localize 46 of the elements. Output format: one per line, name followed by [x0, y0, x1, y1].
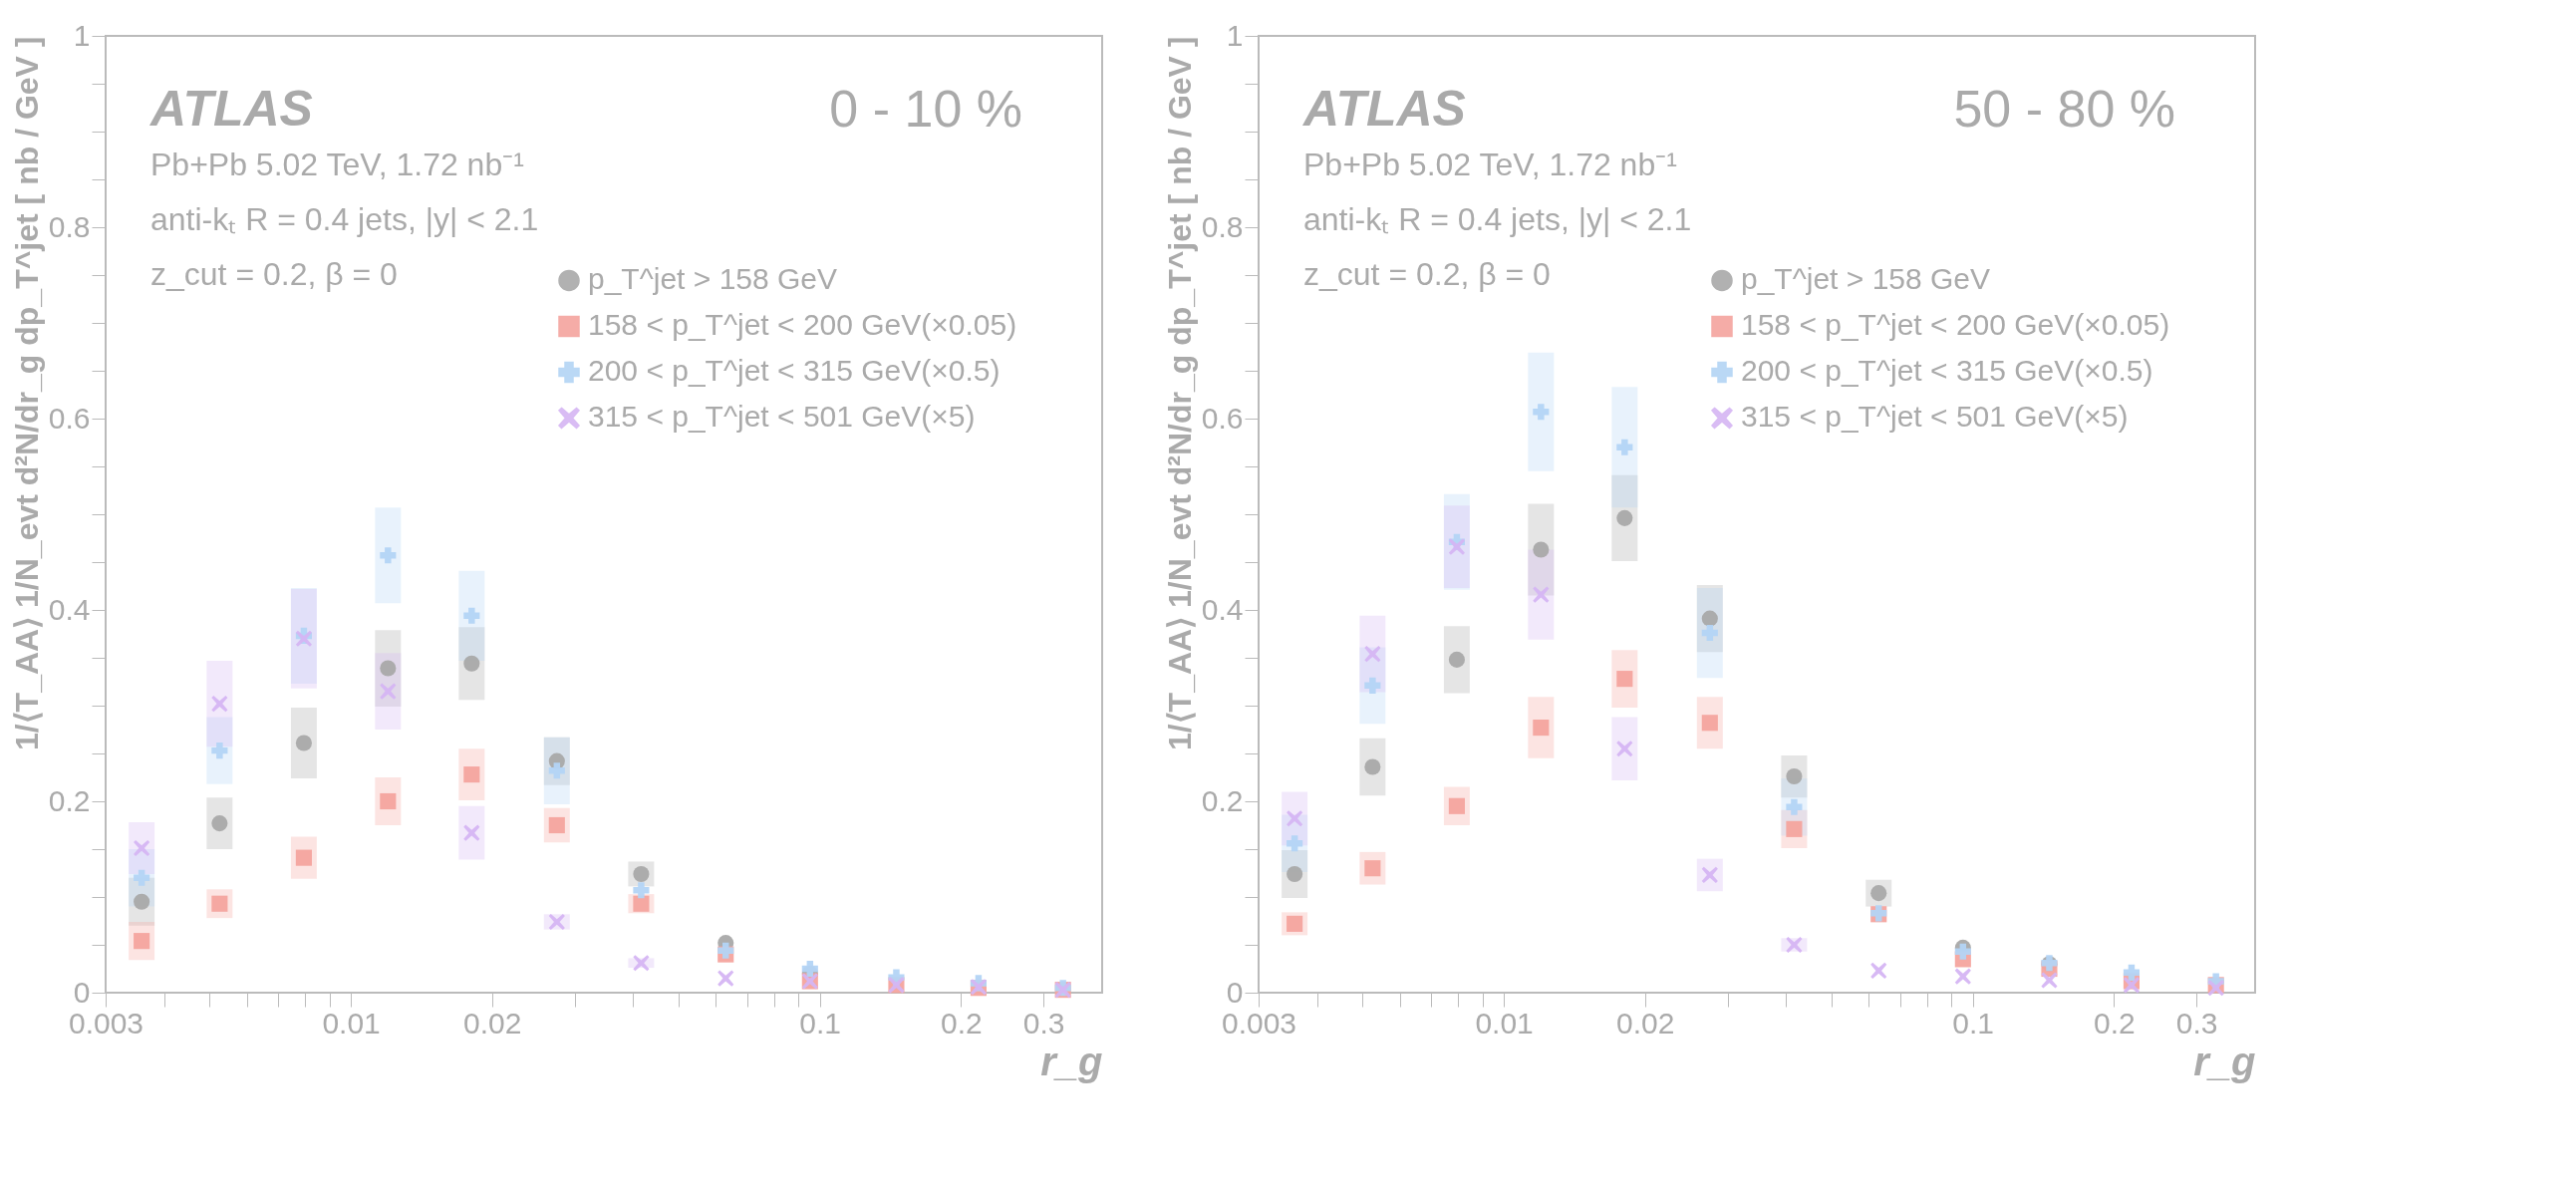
- x-axis-title: r_g: [2193, 1039, 2256, 1083]
- x-tick-label: 0.02: [1616, 1006, 1675, 1040]
- y-tick-label: 0.8: [1201, 209, 1244, 243]
- annotation: Pb+Pb 5.02 TeV, 1.72 nb⁻¹: [1303, 147, 1677, 182]
- x-tick-label: 0.1: [799, 1006, 842, 1040]
- annotation: ATLAS: [1301, 81, 1466, 137]
- annotation: z_cut = 0.2, β = 0: [1303, 256, 1551, 292]
- x-tick-label: 0.02: [463, 1006, 522, 1040]
- y-axis-title: 1/⟨T_AA⟩ 1/N_evt d²N/dr_g dp_T^jet [ nb / GeV ]: [1161, 36, 1198, 751]
- y-tick-label: 0: [1226, 975, 1244, 1009]
- annotation: Pb+Pb 5.02 TeV, 1.72 nb⁻¹: [150, 147, 524, 182]
- y-tick-label: 0.6: [48, 401, 91, 435]
- x-tick-label: 0.1: [1952, 1006, 1995, 1040]
- annotation: anti-kₜ R = 0.4 jets, |y| < 2.1: [150, 201, 539, 237]
- legend-label: 315 < p_T^jet < 501 GeV(×5): [588, 400, 976, 434]
- y-axis-title: 1/⟨T_AA⟩ 1/N_evt d²N/dr_g dp_T^jet [ nb / GeV ]: [8, 36, 45, 751]
- annotation: anti-kₜ R = 0.4 jets, |y| < 2.1: [1303, 201, 1692, 237]
- y-tick-label: 0.4: [1201, 592, 1244, 626]
- legend-label: p_T^jet > 158 GeV: [588, 262, 838, 296]
- x-tick-label: 0.01: [1475, 1006, 1534, 1040]
- y-tick-label: 0.8: [48, 209, 91, 243]
- x-tick-label: 0.2: [940, 1006, 983, 1040]
- y-tick-label: 1: [1226, 18, 1244, 52]
- legend-label: p_T^jet > 158 GeV: [1741, 262, 1991, 296]
- x-tick-label: 0.003: [1221, 1006, 1297, 1040]
- annotation: 0 - 10 %: [829, 80, 1022, 138]
- y-tick-label: 0.2: [48, 783, 91, 817]
- y-tick-label: 1: [73, 18, 91, 52]
- x-tick-label: 0.2: [2093, 1006, 2136, 1040]
- x-tick-label: 0.003: [68, 1006, 144, 1040]
- annotation: ATLAS: [148, 81, 313, 137]
- x-tick-label: 0.3: [1022, 1006, 1065, 1040]
- legend-label: 200 < p_T^jet < 315 GeV(×0.5): [1741, 354, 2153, 388]
- legend-label: 158 < p_T^jet < 200 GeV(×0.05): [1741, 308, 2170, 342]
- x-axis-title: r_g: [1040, 1039, 1103, 1083]
- y-tick-label: 0.2: [1201, 783, 1244, 817]
- legend-label: 158 < p_T^jet < 200 GeV(×0.05): [588, 308, 1017, 342]
- legend-label: 315 < p_T^jet < 501 GeV(×5): [1741, 400, 2129, 434]
- annotation: 50 - 80 %: [1953, 80, 2175, 138]
- y-tick-label: 0.6: [1201, 401, 1244, 435]
- legend-label: 200 < p_T^jet < 315 GeV(×0.5): [588, 354, 1001, 388]
- annotation: z_cut = 0.2, β = 0: [150, 256, 398, 292]
- x-tick-label: 0.01: [322, 1006, 381, 1040]
- x-tick-label: 0.3: [2175, 1006, 2218, 1040]
- y-tick-label: 0.4: [48, 592, 91, 626]
- y-tick-label: 0: [73, 975, 91, 1009]
